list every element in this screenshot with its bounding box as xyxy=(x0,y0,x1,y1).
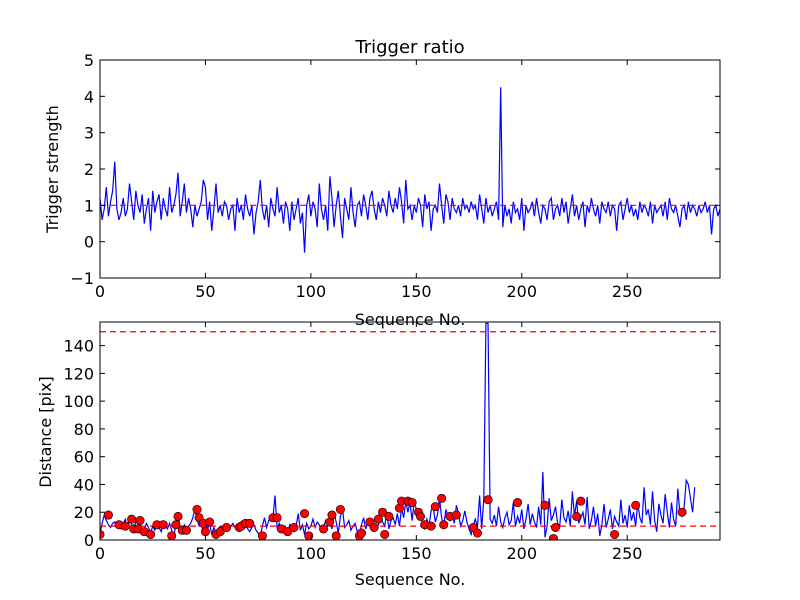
x-tick-label: 100 xyxy=(296,282,327,301)
marker-point-57 xyxy=(426,521,436,531)
y-tick-label: 0 xyxy=(84,531,94,550)
marker-point-68 xyxy=(548,534,558,540)
top-chart-xlabel: Sequence No. xyxy=(355,310,466,329)
y-tick-label: 4 xyxy=(84,87,94,106)
top-chart-title: Trigger ratio xyxy=(354,37,464,58)
marker-point-41 xyxy=(335,504,345,514)
x-tick-label: 0 xyxy=(95,282,105,301)
marker-point-36 xyxy=(304,531,314,540)
marker-point-72 xyxy=(610,529,620,539)
y-tick-label: 1 xyxy=(84,196,94,215)
x-tick-label: 150 xyxy=(401,282,432,301)
marker-point-40 xyxy=(331,531,341,540)
marker-point-48 xyxy=(380,529,390,539)
marker-point-31 xyxy=(272,513,282,523)
marker-point-14 xyxy=(173,511,183,521)
marker-point-71 xyxy=(576,496,586,506)
marker-point-34 xyxy=(289,523,299,533)
marker-point-28 xyxy=(245,518,255,528)
marker-point-45 xyxy=(369,523,379,533)
y-tick-label: 140 xyxy=(63,337,94,356)
x-tick-label: 50 xyxy=(195,544,215,563)
y-tick-label: 120 xyxy=(63,364,94,383)
marker-point-65 xyxy=(483,495,493,505)
x-tick-label: 250 xyxy=(612,282,643,301)
marker-point-39 xyxy=(327,510,337,520)
bottom-chart-xlabel: Sequence No. xyxy=(355,570,466,589)
marker-point-62 xyxy=(451,510,461,520)
x-tick-label: 200 xyxy=(506,282,537,301)
marker-point-35 xyxy=(300,509,310,519)
marker-point-67 xyxy=(540,500,550,510)
marker-point-46 xyxy=(373,514,383,524)
x-tick-label: 50 xyxy=(195,282,215,301)
marker-point-11 xyxy=(158,520,168,530)
marker-point-58 xyxy=(430,502,440,512)
marker-point-74 xyxy=(677,507,687,517)
marker-point-20 xyxy=(200,527,210,537)
marker-point-16 xyxy=(181,525,191,535)
x-tick-label: 250 xyxy=(612,544,643,563)
marker-point-69 xyxy=(551,523,561,533)
marker-point-49 xyxy=(384,511,394,521)
marker-point-7 xyxy=(135,516,145,526)
distance-chart: Sequence No. Distance [pix] 0 50 100 150 200… xyxy=(36,321,721,589)
marker-point-43 xyxy=(356,528,366,538)
bottom-chart-ylabel: Distance [pix] xyxy=(36,376,55,488)
marker-point-70 xyxy=(572,511,582,521)
marker-point-29 xyxy=(257,531,267,540)
marker-point-60 xyxy=(439,520,449,530)
marker-point-9 xyxy=(146,529,156,539)
x-tick-label: 150 xyxy=(401,544,432,563)
y-tick-label: 0 xyxy=(84,233,94,252)
y-tick-label: 2 xyxy=(84,160,94,179)
marker-point-1 xyxy=(103,510,113,520)
marker-point-33 xyxy=(283,527,293,537)
marker-point-17 xyxy=(192,504,202,514)
marker-point-24 xyxy=(222,523,232,533)
marker-point-66 xyxy=(513,498,523,508)
marker-point-53 xyxy=(407,498,417,508)
bottom-chart-plot-area: 0 50 100 150 200 250 0 20 40 60 80 100 120 140 xyxy=(63,321,721,563)
series-line-trigger-strength xyxy=(100,87,720,253)
x-tick-label: 100 xyxy=(296,544,327,563)
marker-point-4 xyxy=(127,514,137,524)
x-tick-label: 0 xyxy=(95,544,105,563)
axes-frame xyxy=(99,321,721,541)
marker-point-21 xyxy=(205,517,215,527)
marker-point-3 xyxy=(120,521,130,531)
y-tick-label: 20 xyxy=(74,503,94,522)
y-tick-label: 40 xyxy=(74,475,94,494)
marker-point-59 xyxy=(437,493,447,503)
marker-point-64 xyxy=(472,528,482,538)
y-tick-label: 3 xyxy=(84,124,94,143)
trigger-ratio-chart: Trigger ratio Sequence No. Trigger stren… xyxy=(43,37,721,329)
x-tick-label: 200 xyxy=(506,544,537,563)
marker-point-73 xyxy=(631,500,641,510)
y-tick-label: 100 xyxy=(63,392,94,411)
marker-point-47 xyxy=(378,507,388,517)
marker-point-55 xyxy=(416,511,426,521)
y-tick-label: 5 xyxy=(84,51,94,70)
marker-point-13 xyxy=(171,520,181,530)
marker-point-37 xyxy=(319,524,329,534)
y-tick-label: −1 xyxy=(70,269,94,288)
top-chart-ylabel: Trigger strength xyxy=(43,105,62,234)
y-tick-label: 60 xyxy=(74,448,94,467)
marker-point-12 xyxy=(167,531,177,540)
y-tick-label: 80 xyxy=(74,420,94,439)
marker-point-23 xyxy=(215,527,225,537)
